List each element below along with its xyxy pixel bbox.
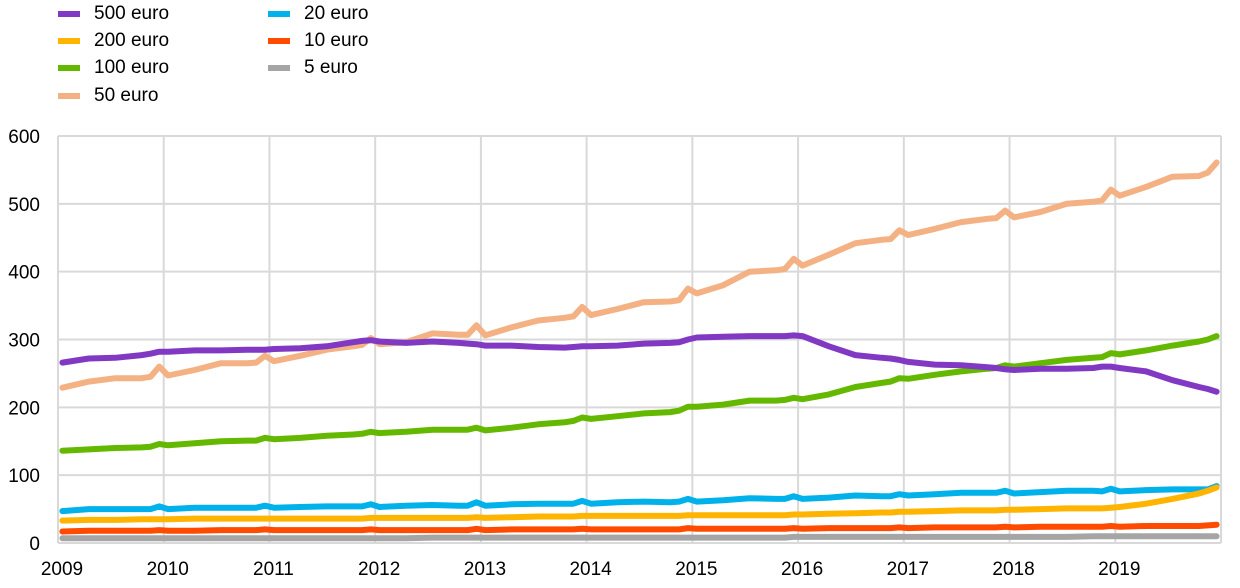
- x-axis: 2009 2010 2011 2012 2013 2014 2015 2016 2017 2018…: [41, 559, 1141, 580]
- legend-item-100-euro: 100 euro: [58, 56, 169, 80]
- legend-swatch: [268, 11, 290, 17]
- x-tick-label: 2016: [781, 559, 823, 580]
- legend-swatch: [268, 65, 290, 71]
- series-line-10-euro: [59, 521, 1220, 535]
- series-line-500-euro: [59, 332, 1220, 395]
- legend-item-200-euro: 200 euro: [58, 29, 169, 53]
- legend-label: 20 euro: [304, 3, 369, 24]
- y-tick-label: 100: [8, 466, 40, 487]
- x-tick-label: 2011: [253, 559, 294, 580]
- legend-swatch: [58, 65, 80, 71]
- gridlines: [57, 135, 1222, 544]
- legend-item-20-euro: 20 euro: [268, 2, 368, 26]
- y-tick-label: 0: [29, 534, 40, 555]
- y-tick-label: 600: [8, 127, 40, 148]
- y-tick-label: 500: [8, 195, 40, 216]
- legend-swatch: [58, 11, 80, 17]
- legend-label: 100 euro: [94, 57, 170, 78]
- legend-swatch: [58, 38, 80, 44]
- series-lines: [59, 159, 1220, 542]
- series-line-200-euro: [59, 484, 1220, 524]
- y-tick-label: 200: [8, 398, 40, 419]
- x-tick-label: 2019: [1098, 559, 1140, 580]
- y-tick-label: 400: [8, 263, 40, 284]
- x-tick-label: 2009: [41, 559, 83, 580]
- x-tick-label: 2012: [358, 559, 400, 580]
- legend-swatch: [268, 38, 290, 44]
- legend-label: 200 euro: [94, 30, 170, 51]
- legend-label: 10 euro: [304, 30, 369, 51]
- x-tick-label: 2014: [569, 559, 612, 580]
- legend-label: 5 euro: [304, 57, 358, 78]
- legend-item-10-euro: 10 euro: [268, 29, 368, 53]
- x-tick-label: 2017: [887, 559, 929, 580]
- x-tick-label: 2015: [675, 559, 717, 580]
- series-line-5-euro: [59, 533, 1220, 542]
- x-tick-label: 2010: [147, 559, 189, 580]
- legend-label: 500 euro: [94, 3, 170, 24]
- legend-item-500-euro: 500 euro: [58, 2, 169, 26]
- series-line-50-euro: [59, 159, 1220, 391]
- legend-item-50-euro: 50 euro: [58, 84, 158, 108]
- x-tick-label: 2013: [464, 559, 506, 580]
- y-axis: 0 100 200 300 400 500 600: [8, 127, 40, 555]
- legend-item-5-euro: 5 euro: [268, 56, 358, 80]
- legend-swatch: [58, 93, 80, 99]
- series-line-100-euro: [59, 333, 1220, 454]
- x-tick-label: 2018: [992, 559, 1034, 580]
- y-tick-label: 300: [8, 331, 40, 352]
- legend-label: 50 euro: [94, 85, 159, 106]
- series-line-20-euro: [59, 483, 1220, 515]
